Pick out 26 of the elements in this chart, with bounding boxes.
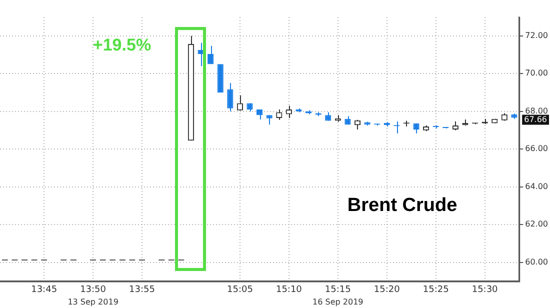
candlestick (354, 119, 361, 130)
y-tick-label: 68.00 (525, 106, 548, 116)
annotation: +19.5% (92, 36, 152, 55)
candlestick (227, 82, 234, 112)
x-tick-label: 15:15 (324, 284, 351, 295)
x-tick-label: 15:10 (276, 284, 302, 295)
candlestick (208, 45, 214, 65)
candlestick (198, 42, 204, 67)
text: 13 Sep 2019 (68, 297, 118, 306)
x-tick-label: 13:50 (80, 284, 106, 295)
x-tick-label: 13:45 (31, 284, 58, 295)
annotation: Brent Crude (347, 195, 458, 216)
y-tick-label: 64.00 (525, 182, 548, 191)
x-tick-label: 15:05 (226, 284, 253, 295)
x-tick-label: 15:20 (374, 284, 400, 295)
text: 67.66 (524, 114, 548, 124)
y-tick-label: 62.00 (525, 220, 548, 229)
text: 16 Sep 2019 (312, 297, 364, 306)
y-tick-label: 72.00 (525, 30, 548, 40)
y-tick-label: 66.00 (525, 144, 548, 154)
candlestick (286, 105, 292, 118)
y-tick-label: 70.00 (525, 68, 548, 78)
x-tick-label: 13:55 (129, 284, 155, 295)
y-tick-label: 60.00 (525, 257, 548, 266)
x-tick-label: 15:25 (422, 284, 449, 295)
x-tick-label: 15:30 (472, 284, 498, 295)
